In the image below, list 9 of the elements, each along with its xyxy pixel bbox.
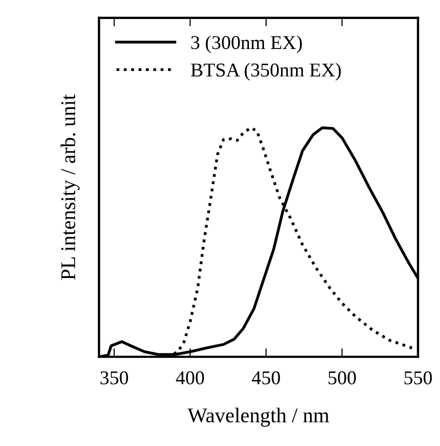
x-tick-label: 550 [404, 371, 432, 384]
legend-label: BTSA (350nm EX) [190, 62, 341, 81]
x-axis-title: Wavelength / nm [188, 408, 330, 427]
x-tick-label: 350 [100, 371, 128, 384]
x-tick-label: 450 [252, 371, 280, 384]
x-tick-label: 400 [176, 371, 204, 384]
x-tick-label: 500 [328, 371, 356, 384]
legend-label: 3 (300nm EX) [191, 35, 302, 54]
y-axis-title: PL intensity / arb. unit [60, 94, 80, 280]
